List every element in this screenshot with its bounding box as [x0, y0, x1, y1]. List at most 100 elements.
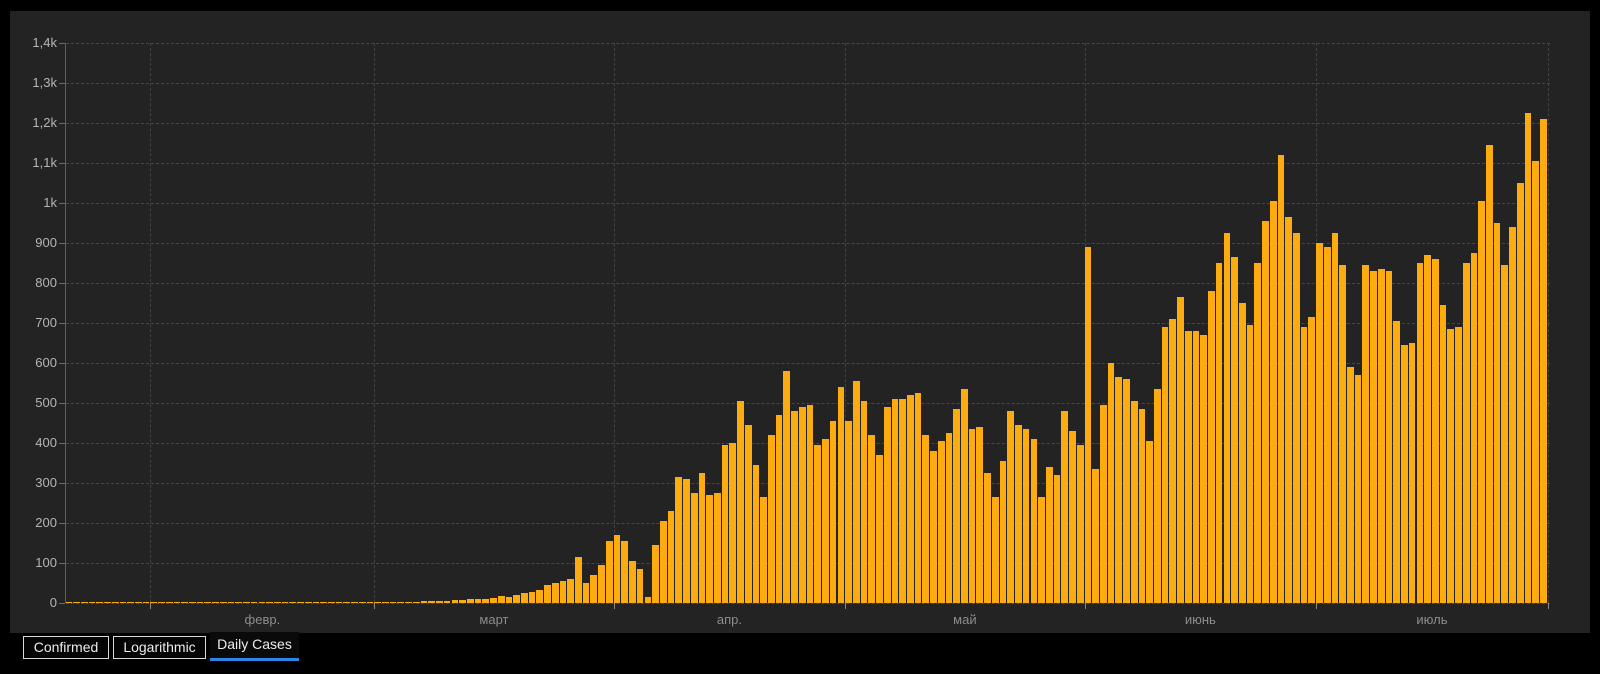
- daily-cases-bar[interactable]: [1223, 233, 1231, 603]
- daily-cases-bar[interactable]: [405, 601, 412, 603]
- daily-cases-bar[interactable]: [968, 429, 976, 603]
- daily-cases-bar[interactable]: [999, 461, 1007, 603]
- daily-cases-bar[interactable]: [953, 409, 960, 603]
- daily-cases-bar[interactable]: [798, 407, 806, 603]
- daily-cases-bar[interactable]: [760, 497, 767, 603]
- daily-cases-bar[interactable]: [891, 399, 899, 603]
- daily-cases-bar[interactable]: [1532, 161, 1539, 603]
- daily-cases-bar[interactable]: [1215, 263, 1223, 603]
- daily-cases-bar[interactable]: [837, 387, 845, 603]
- daily-cases-bar[interactable]: [752, 465, 760, 603]
- daily-cases-bar[interactable]: [466, 599, 474, 603]
- daily-cases-bar[interactable]: [173, 602, 181, 603]
- daily-cases-bar[interactable]: [181, 602, 188, 603]
- daily-cases-bar[interactable]: [621, 541, 629, 603]
- daily-cases-bar[interactable]: [520, 592, 528, 603]
- daily-cases-bar[interactable]: [667, 511, 675, 603]
- daily-cases-bar[interactable]: [806, 405, 814, 603]
- daily-cases-bar[interactable]: [266, 602, 273, 603]
- daily-cases-bar[interactable]: [1377, 269, 1385, 603]
- daily-cases-bar[interactable]: [459, 599, 466, 603]
- daily-cases-bar[interactable]: [482, 598, 490, 603]
- daily-cases-bar[interactable]: [490, 598, 497, 603]
- daily-cases-bar[interactable]: [1292, 233, 1300, 603]
- daily-cases-bar[interactable]: [127, 602, 134, 603]
- daily-cases-bar[interactable]: [227, 602, 235, 603]
- daily-cases-bar[interactable]: [96, 602, 104, 603]
- daily-cases-bar[interactable]: [605, 541, 613, 603]
- daily-cases-bar[interactable]: [297, 602, 304, 603]
- daily-cases-bar[interactable]: [829, 421, 837, 603]
- daily-cases-bar[interactable]: [1393, 321, 1401, 603]
- daily-cases-bar[interactable]: [204, 602, 212, 603]
- daily-cases-bar[interactable]: [659, 521, 667, 603]
- daily-cases-bar[interactable]: [914, 393, 922, 603]
- daily-cases-bar[interactable]: [366, 602, 374, 603]
- daily-cases-bar[interactable]: [868, 435, 876, 603]
- daily-cases-bar[interactable]: [389, 602, 397, 603]
- daily-cases-bar[interactable]: [675, 477, 683, 603]
- daily-cases-bar[interactable]: [258, 601, 266, 603]
- daily-cases-bar[interactable]: [1401, 345, 1408, 603]
- daily-cases-bar[interactable]: [451, 600, 459, 603]
- daily-cases-bar[interactable]: [1462, 263, 1470, 603]
- daily-cases-bar[interactable]: [1354, 375, 1362, 603]
- daily-cases-bar[interactable]: [358, 601, 366, 603]
- daily-cases-bar[interactable]: [1277, 155, 1285, 603]
- daily-cases-bar[interactable]: [690, 493, 698, 603]
- tab-confirmed[interactable]: Confirmed: [23, 636, 109, 659]
- daily-cases-bar[interactable]: [374, 602, 381, 603]
- daily-cases-bar[interactable]: [1408, 343, 1416, 603]
- daily-cases-bar[interactable]: [1246, 325, 1254, 603]
- daily-cases-bar[interactable]: [1285, 217, 1292, 603]
- daily-cases-bar[interactable]: [1501, 265, 1509, 603]
- daily-cases-bar[interactable]: [567, 579, 574, 603]
- daily-cases-bar[interactable]: [575, 557, 582, 603]
- daily-cases-bar[interactable]: [335, 602, 343, 603]
- daily-cases-bar[interactable]: [1323, 247, 1331, 603]
- daily-cases-bar[interactable]: [1154, 389, 1161, 603]
- daily-cases-bar[interactable]: [1130, 401, 1138, 603]
- daily-cases-bar[interactable]: [852, 381, 860, 603]
- daily-cases-bar[interactable]: [443, 600, 451, 603]
- daily-cases-bar[interactable]: [1015, 425, 1022, 603]
- daily-cases-bar[interactable]: [428, 601, 436, 603]
- daily-cases-bar[interactable]: [1540, 119, 1547, 603]
- daily-cases-bar[interactable]: [1061, 411, 1069, 603]
- daily-cases-bar[interactable]: [88, 602, 96, 603]
- daily-cases-bar[interactable]: [1099, 405, 1107, 603]
- daily-cases-bar[interactable]: [1231, 257, 1238, 603]
- daily-cases-bar[interactable]: [1300, 327, 1308, 603]
- daily-cases-bar[interactable]: [744, 425, 752, 603]
- daily-cases-bar[interactable]: [598, 565, 605, 603]
- daily-cases-bar[interactable]: [590, 575, 598, 603]
- daily-cases-bar[interactable]: [1200, 335, 1208, 603]
- daily-cases-bar[interactable]: [505, 597, 513, 603]
- daily-cases-bar[interactable]: [899, 399, 906, 603]
- daily-cases-bar[interactable]: [134, 602, 142, 603]
- daily-cases-bar[interactable]: [984, 473, 991, 603]
- daily-cases-bar[interactable]: [551, 583, 559, 603]
- daily-cases-bar[interactable]: [636, 569, 644, 603]
- daily-cases-bar[interactable]: [119, 602, 127, 603]
- daily-cases-bar[interactable]: [1115, 377, 1123, 603]
- daily-cases-bar[interactable]: [1192, 331, 1200, 603]
- daily-cases-bar[interactable]: [412, 601, 420, 603]
- daily-cases-bar[interactable]: [961, 389, 968, 603]
- daily-cases-bar[interactable]: [273, 602, 281, 603]
- daily-cases-bar[interactable]: [1347, 367, 1354, 603]
- daily-cases-bar[interactable]: [528, 591, 536, 603]
- daily-cases-bar[interactable]: [544, 585, 551, 603]
- daily-cases-bar[interactable]: [644, 597, 652, 603]
- daily-cases-bar[interactable]: [1038, 497, 1045, 603]
- daily-cases-bar[interactable]: [1184, 331, 1192, 603]
- daily-cases-bar[interactable]: [1084, 247, 1092, 603]
- daily-cases-bar[interactable]: [420, 601, 428, 603]
- daily-cases-bar[interactable]: [1092, 469, 1099, 603]
- daily-cases-bar[interactable]: [1269, 201, 1277, 603]
- daily-cases-bar[interactable]: [860, 401, 868, 603]
- daily-cases-bar[interactable]: [1030, 439, 1038, 603]
- daily-cases-bar[interactable]: [1362, 265, 1370, 603]
- daily-cases-bar[interactable]: [1493, 223, 1501, 603]
- daily-cases-bar[interactable]: [1177, 297, 1184, 603]
